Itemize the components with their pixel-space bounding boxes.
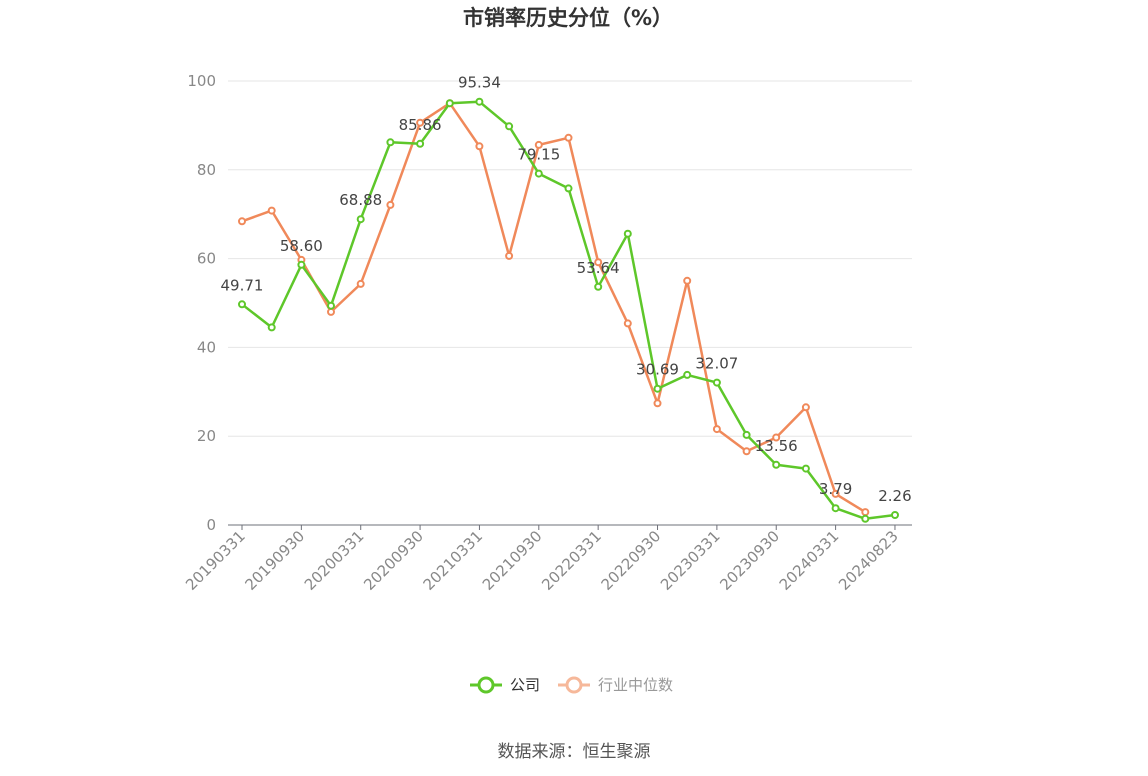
data-point[interactable] [356,279,365,288]
x-tick-label: 20230331 [657,527,724,594]
y-tick-label: 80 [197,161,216,179]
data-point[interactable] [386,200,395,209]
legend-label-industry: 行业中位数 [598,676,673,694]
data-label: 32.07 [695,355,738,373]
x-tick-label: 20190331 [182,527,249,594]
data-point[interactable] [238,300,246,309]
data-labels: 49.71 58.60 68.88 85.86 95.34 79.15 53.64 30.69… [221,74,912,505]
data-point[interactable] [267,206,276,215]
data-source: 数据来源：恒生聚源 [498,742,651,762]
data-point[interactable] [683,276,692,285]
data-point[interactable] [327,301,335,310]
data-point[interactable] [297,260,306,269]
data-point[interactable] [386,138,395,147]
data-point[interactable] [831,504,840,513]
series-industry-median [238,99,870,517]
data-point[interactable] [742,430,751,439]
data-point[interactable] [801,403,810,412]
data-label: 58.60 [280,237,323,255]
legend-item-company[interactable]: 公司 [470,676,540,694]
data-point[interactable] [683,370,692,379]
data-point[interactable] [534,140,543,149]
data-point[interactable] [891,511,899,519]
data-point[interactable] [742,447,751,456]
data-point[interactable] [505,122,514,131]
data-point[interactable] [653,399,662,408]
legend[interactable]: 公司 行业中位数 [470,676,673,694]
data-point[interactable] [416,139,425,148]
data-label: 13.56 [755,437,798,455]
data-label: 3.79 [819,480,852,498]
y-tick-label: 0 [206,516,216,534]
data-point[interactable] [801,464,810,473]
data-point[interactable] [238,217,246,226]
data-label: 53.64 [577,259,620,277]
series-company [238,97,899,523]
data-point[interactable] [564,133,573,142]
data-point[interactable] [653,384,662,393]
data-point[interactable] [623,229,632,238]
data-point[interactable] [772,433,781,442]
x-tick-label: 20240331 [776,527,843,594]
x-tick-label: 20240823 [835,527,902,594]
x-tick-label: 20230930 [716,527,783,594]
data-label: 30.69 [636,361,679,379]
x-tick-label: 20210331 [420,527,487,594]
data-point[interactable] [772,460,781,469]
y-tick-label: 40 [197,338,216,356]
data-point[interactable] [534,169,543,178]
data-point[interactable] [712,378,721,387]
grid-lines [228,80,912,437]
legend-item-industry-median[interactable]: 行业中位数 [558,676,673,694]
series-line [241,100,896,521]
chart-title: 市销率历史分位（%） [463,6,673,30]
data-point[interactable] [861,514,870,523]
series-line [241,101,866,514]
data-point[interactable] [831,489,840,498]
data-point[interactable] [594,258,603,267]
x-tick-label: 20190930 [241,527,308,594]
data-point[interactable] [475,142,484,151]
data-point[interactable] [594,282,603,291]
circle-line-icon [477,676,495,694]
data-point[interactable] [475,97,484,106]
x-tick-label: 20220930 [598,527,665,594]
legend-label-company: 公司 [510,676,540,694]
y-axis: 0 20 40 60 80 100 [187,72,216,534]
y-tick-label: 20 [197,427,216,445]
x-tick-label: 20220331 [538,527,605,594]
data-point[interactable] [712,425,721,434]
series-layer [238,97,899,523]
y-tick-label: 60 [197,250,216,268]
data-point[interactable] [505,251,514,260]
y-tick-label: 100 [187,72,216,90]
x-tick-label: 20210930 [479,527,546,594]
circle-line-icon [565,676,583,694]
data-point[interactable] [327,307,335,316]
data-point[interactable] [564,184,573,193]
data-label: 95.34 [458,74,501,92]
data-point[interactable] [267,323,276,332]
data-point[interactable] [623,319,632,328]
x-axis: 2019033120190930202003312020093020210331… [182,524,912,594]
x-tick-label: 20200331 [301,527,368,594]
data-point[interactable] [356,215,365,224]
data-point[interactable] [416,118,425,127]
x-tick-label: 20200930 [360,527,427,594]
data-point[interactable] [861,508,870,517]
data-label: 85.86 [399,116,442,134]
data-label: 2.26 [878,487,911,505]
data-label: 79.15 [517,146,560,164]
data-point[interactable] [445,99,454,108]
data-label: 68.88 [339,191,382,209]
data-label: 49.71 [221,276,264,294]
